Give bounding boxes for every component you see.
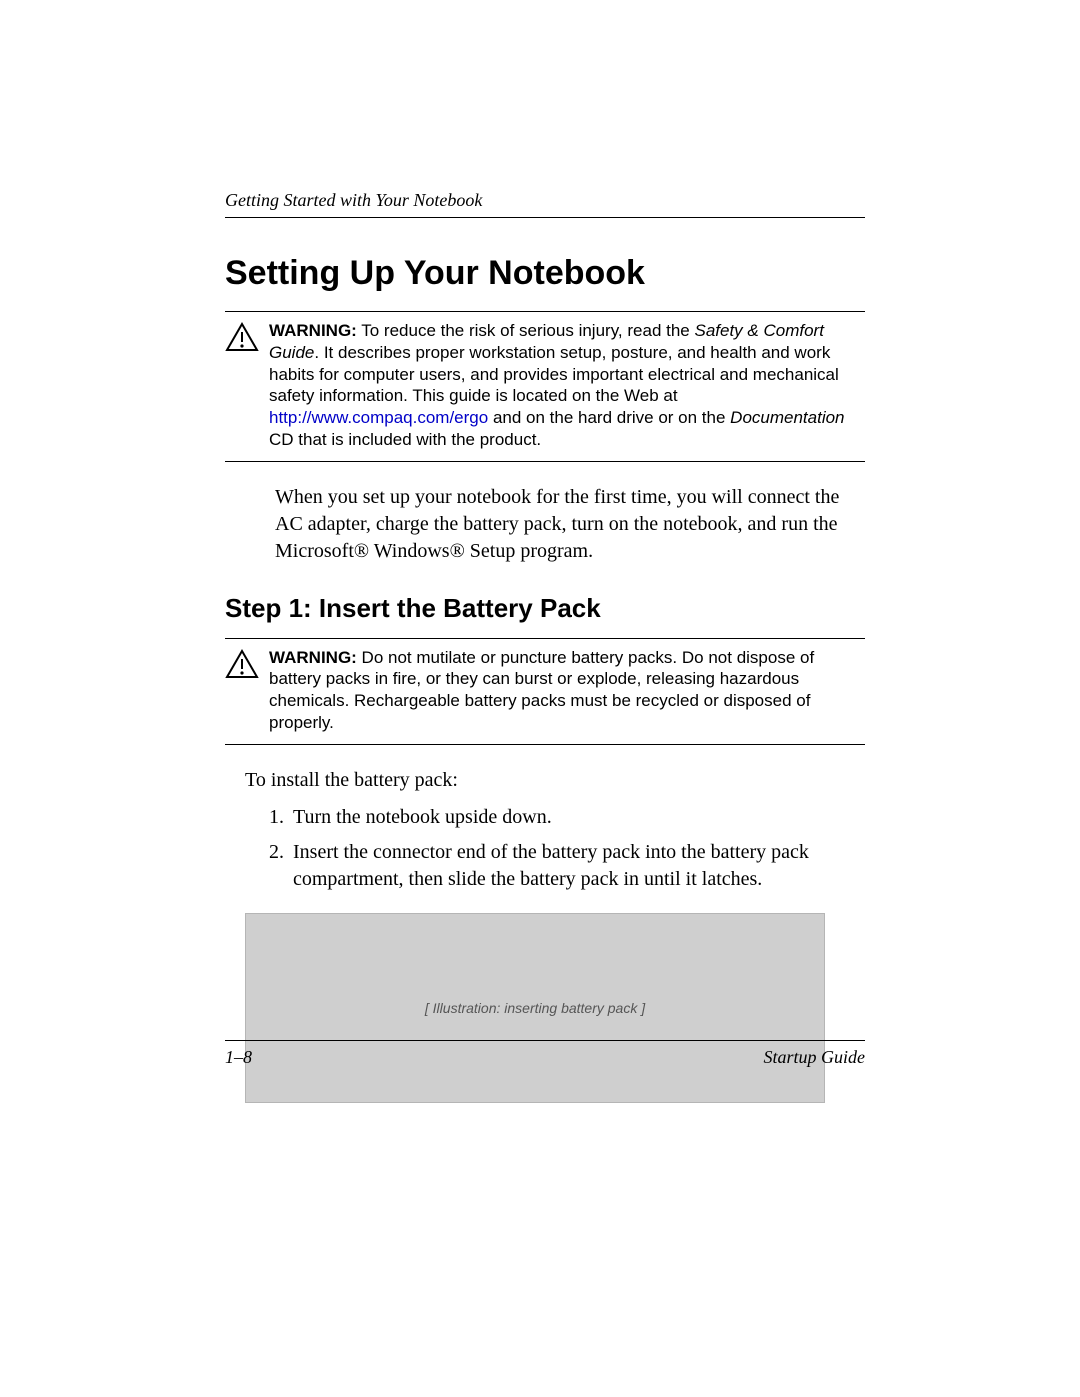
install-intro: To install the battery pack:	[245, 767, 865, 794]
step-1-heading: Step 1: Insert the Battery Pack	[225, 593, 865, 624]
ergo-link[interactable]: http://www.compaq.com/ergo	[269, 408, 488, 427]
warning-1-text: WARNING: To reduce the risk of serious i…	[269, 320, 865, 451]
page-footer: 1–8 Startup Guide	[225, 1040, 865, 1068]
warning-2-text: WARNING: Do not mutilate or puncture bat…	[269, 647, 865, 734]
warning-1-part-d: CD that is included with the product.	[269, 430, 541, 449]
warning-1-part-a: To reduce the risk of serious injury, re…	[357, 321, 695, 340]
install-step-1: Turn the notebook upside down.	[269, 804, 865, 831]
warning-1-part-c: and on the hard drive or on the	[488, 408, 730, 427]
warning-2-label: WARNING:	[269, 648, 357, 667]
intro-paragraph: When you set up your notebook for the fi…	[275, 484, 865, 565]
page-title: Setting Up Your Notebook	[225, 254, 865, 293]
battery-illustration: [ Illustration: inserting battery pack ]	[245, 913, 825, 1103]
warning-1-label: WARNING:	[269, 321, 357, 340]
footer-rule	[225, 1040, 865, 1041]
install-step-2: Insert the connector end of the battery …	[269, 839, 865, 893]
header-rule	[225, 217, 865, 218]
install-steps-list: Turn the notebook upside down. Insert th…	[269, 804, 865, 893]
warning-icon	[225, 649, 259, 684]
warning-icon	[225, 322, 259, 357]
warning-1-ital-2: Documentation	[730, 408, 844, 427]
running-head: Getting Started with Your Notebook	[225, 190, 865, 211]
warning-box-1: WARNING: To reduce the risk of serious i…	[225, 311, 865, 462]
page-number: 1–8	[225, 1047, 252, 1068]
warning-box-2: WARNING: Do not mutilate or puncture bat…	[225, 638, 865, 745]
guide-name: Startup Guide	[764, 1047, 866, 1068]
warning-1-part-b: . It describes proper workstation setup,…	[269, 343, 839, 406]
page-content: Getting Started with Your Notebook Setti…	[225, 190, 865, 1103]
